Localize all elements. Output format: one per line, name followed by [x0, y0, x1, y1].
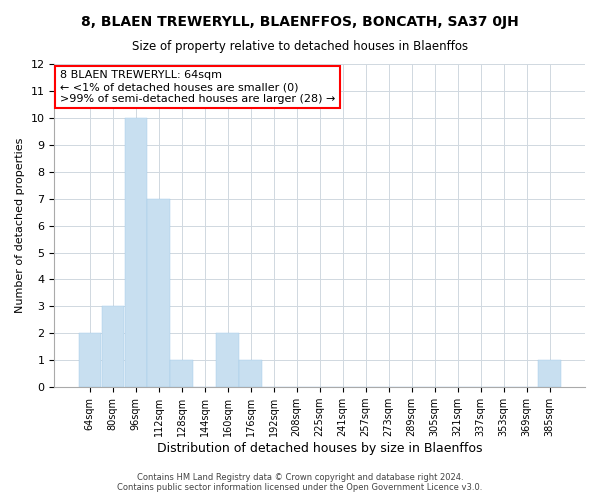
Bar	[538, 360, 561, 387]
Bar	[217, 334, 239, 387]
Bar	[79, 334, 101, 387]
Bar	[170, 360, 193, 387]
Text: 8 BLAEN TREWERYLL: 64sqm
← <1% of detached houses are smaller (0)
>99% of semi-d: 8 BLAEN TREWERYLL: 64sqm ← <1% of detach…	[60, 70, 335, 104]
X-axis label: Distribution of detached houses by size in Blaenffos: Distribution of detached houses by size …	[157, 442, 482, 455]
Y-axis label: Number of detached properties: Number of detached properties	[15, 138, 25, 314]
Text: 8, BLAEN TREWERYLL, BLAENFFOS, BONCATH, SA37 0JH: 8, BLAEN TREWERYLL, BLAENFFOS, BONCATH, …	[81, 15, 519, 29]
Text: Contains HM Land Registry data © Crown copyright and database right 2024.
Contai: Contains HM Land Registry data © Crown c…	[118, 473, 482, 492]
Text: Size of property relative to detached houses in Blaenffos: Size of property relative to detached ho…	[132, 40, 468, 53]
Bar	[239, 360, 262, 387]
Bar	[101, 306, 124, 387]
Bar	[125, 118, 147, 387]
Bar	[148, 198, 170, 387]
